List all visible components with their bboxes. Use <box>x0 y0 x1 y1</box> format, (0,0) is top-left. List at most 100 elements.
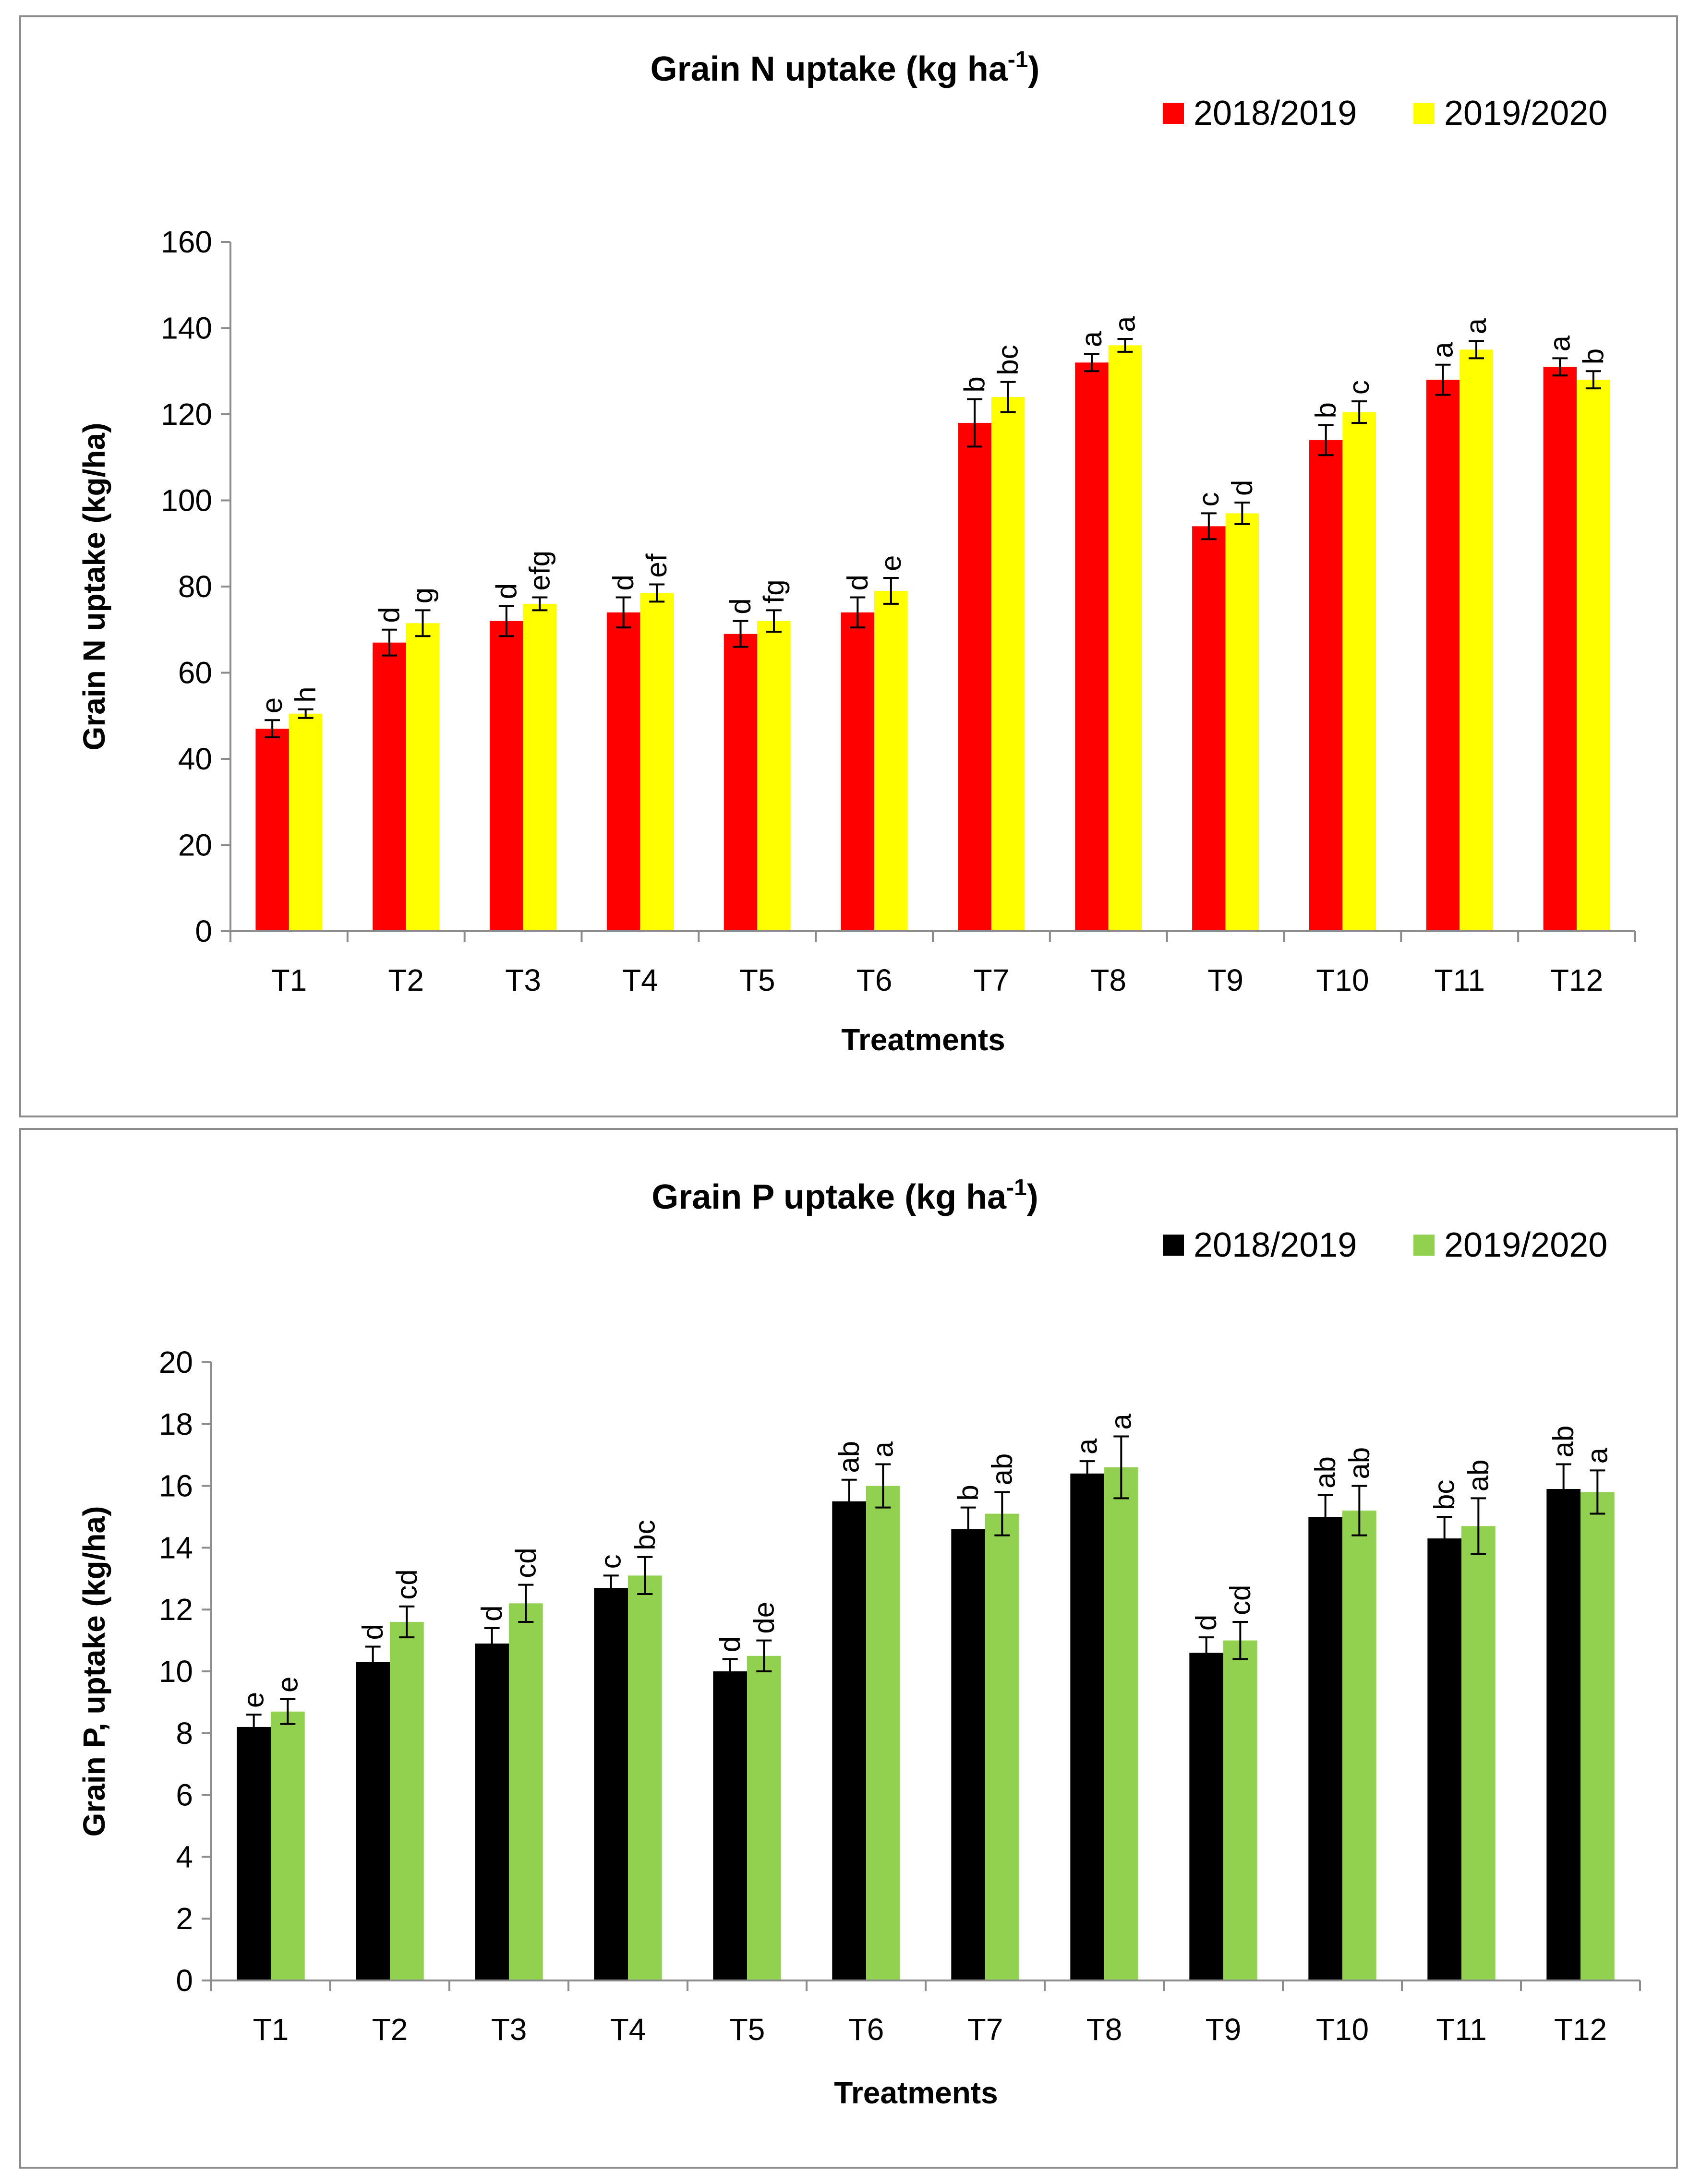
n-bar-T10-2019-2020 <box>1342 412 1376 932</box>
n-x-tick-label-T5: T5 <box>739 963 775 997</box>
p-y-tick-label: 0 <box>176 1963 193 1998</box>
p-x-axis-title: Treatments <box>834 2076 998 2110</box>
n-significance-letter: b <box>1310 402 1342 418</box>
n-significance-letter: h <box>290 686 322 702</box>
p-significance-letter: e <box>238 1692 270 1708</box>
p-y-axis-title: Grain P, uptake (kg/ha) <box>77 1506 111 1837</box>
n-significance-letter: d <box>1226 480 1258 496</box>
p-legend-label-2: 2019/2020 <box>1444 1226 1607 1264</box>
p-significance-letter: a <box>1105 1414 1137 1430</box>
n-x-tick-label-T3: T3 <box>505 963 541 997</box>
p-y-tick-label: 14 <box>159 1530 193 1565</box>
p-significance-letter: ab <box>986 1453 1018 1486</box>
n-significance-letter: bc <box>992 345 1024 375</box>
n-significance-letter: a <box>1427 342 1459 358</box>
p-significance-letter: a <box>1071 1438 1103 1454</box>
p-significance-letter: ab <box>1343 1447 1375 1479</box>
p-chart-title: Grain P uptake (kg ha-1) <box>651 1175 1038 1216</box>
n-significance-letter: d <box>490 583 522 599</box>
n-x-tick-label-T8: T8 <box>1090 963 1126 997</box>
p-x-tick-label-T7: T7 <box>967 2012 1003 2047</box>
p-bar-T12-2018-2019 <box>1546 1489 1580 1980</box>
p-bar-T11-2018-2019 <box>1427 1538 1461 1980</box>
n-significance-letter: g <box>406 588 438 603</box>
n-significance-letter: a <box>1460 318 1492 334</box>
n-bar-T8-2019-2020 <box>1108 345 1142 931</box>
n-x-tick-label-T2: T2 <box>388 963 424 997</box>
n-y-tick-label: 140 <box>161 311 212 346</box>
p-x-tick-label-T8: T8 <box>1086 2012 1122 2047</box>
p-bar-T4-2019-2020 <box>628 1575 662 1980</box>
n-significance-letter: e <box>875 555 907 571</box>
p-significance-letter: ab <box>1309 1456 1341 1488</box>
p-bar-T7-2019-2020 <box>985 1513 1019 1980</box>
n-x-tick-label-T6: T6 <box>857 963 893 997</box>
p-bar-T3-2019-2020 <box>509 1603 543 1980</box>
p-significance-letter: cd <box>390 1569 422 1599</box>
n-significance-letter: d <box>841 575 873 590</box>
p-significance-letter: d <box>714 1636 746 1652</box>
n-y-axis-title: Grain N uptake (kg/ha) <box>77 423 111 751</box>
n-bar-T7-2019-2020 <box>991 397 1025 931</box>
p-bar-T7-2018-2019 <box>951 1529 985 1980</box>
n-chart-title: Grain N uptake (kg ha-1) <box>651 47 1040 88</box>
n-significance-letter: d <box>607 575 639 590</box>
n-title-superscript: -1 <box>1008 47 1028 72</box>
p-bar-T1-2018-2019 <box>237 1727 271 1980</box>
p-title-close: ) <box>1027 1178 1038 1216</box>
p-significance-letter: ab <box>833 1441 865 1473</box>
n-bar-T3-2019-2020 <box>523 603 557 931</box>
n-x-tick-label-T12: T12 <box>1550 963 1603 997</box>
n-significance-letter: a <box>1544 335 1576 351</box>
p-x-tick-label-T9: T9 <box>1206 2012 1242 2047</box>
p-significance-letter: cd <box>509 1548 542 1578</box>
p-legend-swatch-1 <box>1163 1235 1184 1256</box>
n-significance-letter: d <box>373 607 405 623</box>
n-bar-T2-2018-2019 <box>373 642 406 931</box>
p-y-tick-label: 8 <box>176 1716 193 1751</box>
p-significance-letter: ab <box>1547 1426 1580 1458</box>
n-significance-letter: c <box>1193 492 1225 506</box>
n-y-tick-label: 120 <box>161 397 212 432</box>
p-significance-letter: b <box>952 1485 984 1500</box>
n-y-tick-label: 20 <box>178 828 212 863</box>
n-significance-letter: a <box>1075 331 1108 347</box>
n-x-tick-label-T1: T1 <box>271 963 307 997</box>
n-legend-swatch-1 <box>1163 103 1184 124</box>
p-bar-T10-2019-2020 <box>1342 1511 1376 1980</box>
n-bar-T11-2018-2019 <box>1426 380 1460 932</box>
p-bar-T9-2018-2019 <box>1189 1653 1223 1980</box>
n-bar-T9-2018-2019 <box>1192 526 1226 931</box>
p-significance-letter: ab <box>1462 1460 1494 1492</box>
p-bar-T5-2018-2019 <box>713 1671 747 1980</box>
p-bar-T10-2018-2019 <box>1308 1517 1342 1980</box>
n-significance-letter: b <box>958 376 990 392</box>
n-bar-T11-2019-2020 <box>1460 349 1493 931</box>
n-significance-letter: ef <box>640 553 673 577</box>
n-bar-T12-2019-2020 <box>1577 380 1610 932</box>
n-x-tick-label-T7: T7 <box>974 963 1010 997</box>
n-bar-T6-2018-2019 <box>841 612 875 931</box>
p-bar-T6-2018-2019 <box>832 1501 866 1980</box>
n-title-main: Grain N uptake (kg ha <box>651 50 1008 88</box>
p-y-tick-label: 2 <box>176 1901 193 1936</box>
p-significance-letter: bc <box>628 1520 661 1550</box>
p-bar-T8-2019-2020 <box>1104 1467 1138 1980</box>
n-legend-swatch-2 <box>1413 103 1435 124</box>
p-bar-T12-2019-2020 <box>1580 1492 1615 1980</box>
n-y-tick-label: 160 <box>161 225 212 259</box>
n-bar-T9-2019-2020 <box>1225 513 1259 931</box>
p-significance-letter: d <box>476 1605 508 1621</box>
grain-p-uptake-chart: Grain P uptake (kg ha-1) 2018/2019 2019/20… <box>77 1175 1641 2110</box>
n-significance-letter: a <box>1109 316 1141 332</box>
p-bar-T2-2018-2019 <box>356 1662 390 1980</box>
n-y-tick-label: 100 <box>161 483 212 518</box>
p-significance-letter: de <box>748 1602 780 1634</box>
p-bar-T1-2019-2020 <box>271 1711 305 1980</box>
n-bar-T5-2018-2019 <box>724 634 758 931</box>
p-x-tick-label-T5: T5 <box>729 2012 765 2047</box>
p-significance-letter: a <box>1581 1447 1613 1464</box>
n-bar-T5-2019-2020 <box>757 621 791 931</box>
n-bar-T4-2018-2019 <box>606 612 640 931</box>
n-significance-letter: fg <box>758 579 790 603</box>
